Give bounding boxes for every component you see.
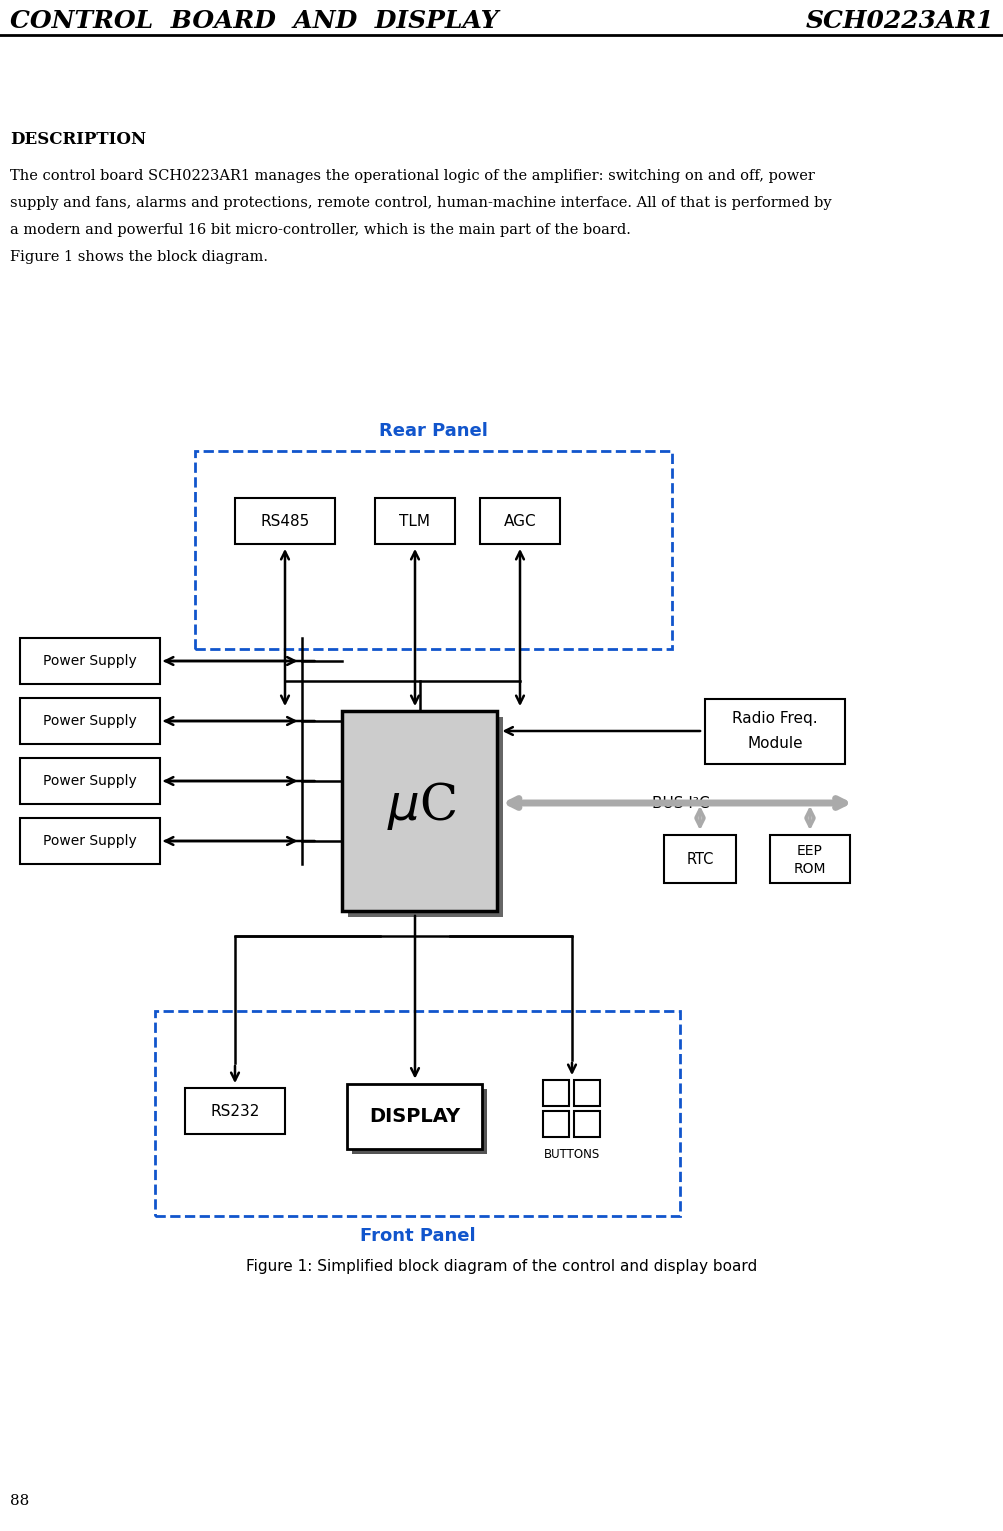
FancyBboxPatch shape xyxy=(574,1079,600,1105)
FancyBboxPatch shape xyxy=(20,698,159,744)
Text: Figure 1: Simplified block diagram of the control and display board: Figure 1: Simplified block diagram of th… xyxy=(246,1258,757,1274)
Text: The control board SCH0223AR1 manages the operational logic of the amplifier: swi: The control board SCH0223AR1 manages the… xyxy=(10,168,814,184)
FancyBboxPatch shape xyxy=(479,498,560,544)
Text: ROM: ROM xyxy=(793,862,825,876)
Text: Module: Module xyxy=(746,735,802,750)
Text: Power Supply: Power Supply xyxy=(43,775,136,788)
Text: Power Supply: Power Supply xyxy=(43,654,136,668)
Text: SCH0223AR1: SCH0223AR1 xyxy=(804,9,993,34)
FancyBboxPatch shape xyxy=(185,1089,285,1134)
Text: Rear Panel: Rear Panel xyxy=(379,423,487,439)
Text: BUTTONS: BUTTONS xyxy=(544,1148,600,1160)
Text: CONTROL  BOARD  AND  DISPLAY: CONTROL BOARD AND DISPLAY xyxy=(10,9,498,34)
Text: Power Supply: Power Supply xyxy=(43,713,136,729)
Text: $\mu$C: $\mu$C xyxy=(387,779,456,831)
FancyBboxPatch shape xyxy=(663,834,735,883)
FancyBboxPatch shape xyxy=(769,834,850,883)
Text: BUS I²C: BUS I²C xyxy=(651,796,709,810)
Text: DISPLAY: DISPLAY xyxy=(369,1107,460,1125)
Text: RS232: RS232 xyxy=(210,1104,260,1119)
FancyBboxPatch shape xyxy=(20,758,159,804)
FancyBboxPatch shape xyxy=(347,1084,482,1148)
FancyBboxPatch shape xyxy=(574,1110,600,1136)
FancyBboxPatch shape xyxy=(543,1110,569,1136)
FancyBboxPatch shape xyxy=(375,498,454,544)
FancyBboxPatch shape xyxy=(235,498,335,544)
Text: RS485: RS485 xyxy=(260,513,309,528)
FancyBboxPatch shape xyxy=(20,638,159,684)
Text: supply and fans, alarms and protections, remote control, human-machine interface: supply and fans, alarms and protections,… xyxy=(10,196,830,210)
Text: a modern and powerful 16 bit micro-controller, which is the main part of the boa: a modern and powerful 16 bit micro-contr… xyxy=(10,224,630,237)
Text: RTC: RTC xyxy=(686,851,713,867)
Text: 88: 88 xyxy=(10,1494,29,1508)
FancyBboxPatch shape xyxy=(342,710,497,911)
Text: DESCRIPTION: DESCRIPTION xyxy=(10,130,146,147)
Text: Front Panel: Front Panel xyxy=(359,1226,474,1245)
FancyBboxPatch shape xyxy=(348,717,503,917)
Text: EEP: EEP xyxy=(796,844,822,857)
Text: TLM: TLM xyxy=(399,513,430,528)
Text: Power Supply: Power Supply xyxy=(43,834,136,848)
Text: Figure 1 shows the block diagram.: Figure 1 shows the block diagram. xyxy=(10,250,268,263)
FancyBboxPatch shape xyxy=(352,1089,487,1153)
FancyBboxPatch shape xyxy=(704,698,845,764)
Text: AGC: AGC xyxy=(504,513,536,528)
FancyBboxPatch shape xyxy=(20,818,159,863)
Text: Radio Freq.: Radio Freq. xyxy=(731,712,817,727)
FancyBboxPatch shape xyxy=(543,1079,569,1105)
